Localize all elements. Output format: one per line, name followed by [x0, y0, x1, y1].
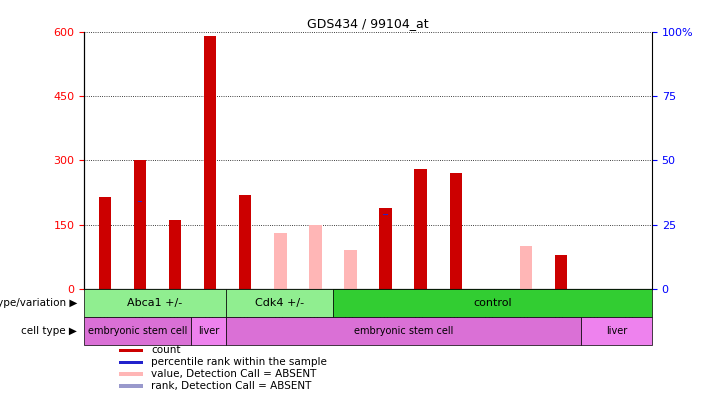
Text: percentile rank within the sample: percentile rank within the sample [151, 357, 327, 367]
Text: liver: liver [198, 326, 219, 336]
Text: control: control [473, 298, 512, 308]
Text: cell type ▶: cell type ▶ [21, 326, 77, 336]
Bar [119, 372, 143, 376]
Bar [554, 255, 567, 289]
Text: embryonic stem cell: embryonic stem cell [354, 326, 454, 336]
Text: genotype/variation ▶: genotype/variation ▶ [0, 298, 77, 308]
Bar [274, 233, 287, 289]
Text: rank, Detection Call = ABSENT: rank, Detection Call = ABSENT [151, 381, 311, 391]
Bar [344, 250, 357, 289]
Bar [239, 195, 252, 289]
Bar [119, 348, 143, 352]
Bar [581, 317, 652, 345]
Bar [414, 169, 427, 289]
Bar [379, 208, 392, 289]
Bar [449, 173, 462, 289]
Bar [226, 289, 332, 317]
Bar [519, 246, 532, 289]
Bar [191, 317, 226, 345]
Text: embryonic stem cell: embryonic stem cell [88, 326, 187, 336]
Bar [84, 289, 226, 317]
Bar [204, 36, 217, 289]
Bar [134, 160, 147, 289]
Text: Abca1 +/-: Abca1 +/- [128, 298, 183, 308]
Bar [84, 317, 191, 345]
Bar [332, 289, 652, 317]
Text: value, Detection Call = ABSENT: value, Detection Call = ABSENT [151, 369, 317, 379]
Bar [226, 317, 581, 345]
Bar [99, 197, 111, 289]
Text: Cdk4 +/-: Cdk4 +/- [254, 298, 304, 308]
Bar [119, 360, 143, 364]
Bar [119, 384, 143, 388]
Title: GDS434 / 99104_at: GDS434 / 99104_at [307, 17, 429, 30]
Bar [169, 221, 182, 289]
Text: count: count [151, 345, 181, 356]
Bar [309, 225, 322, 289]
Text: liver: liver [606, 326, 627, 336]
